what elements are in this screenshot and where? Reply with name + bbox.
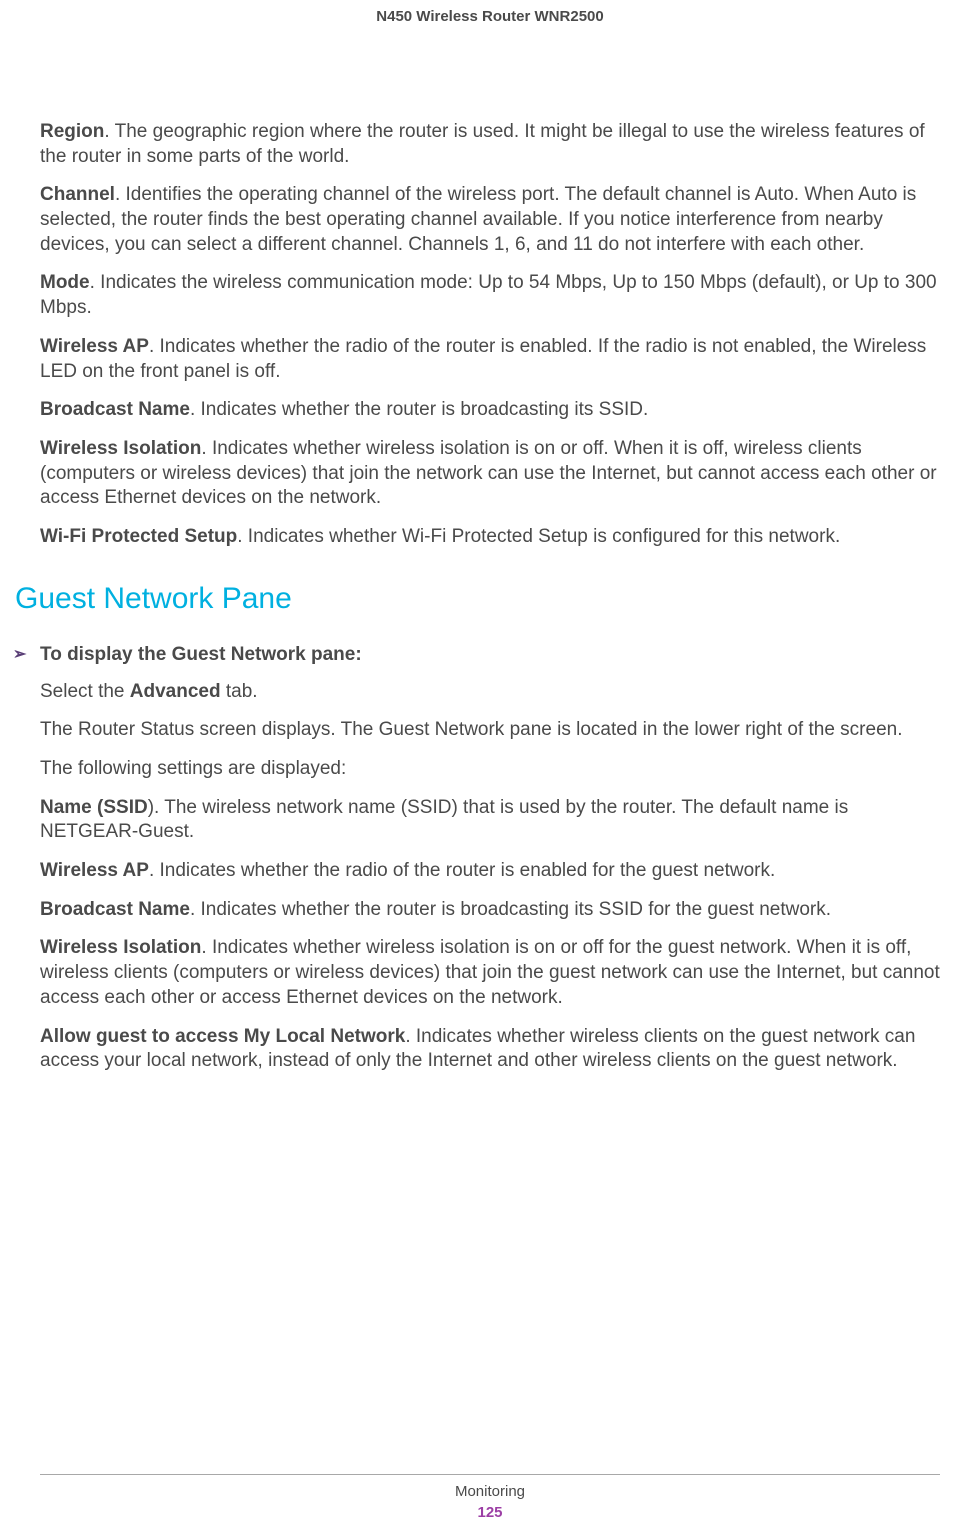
intro-select-advanced: Select the Advanced tab. bbox=[40, 680, 940, 705]
section-heading-guest-network: Guest Network Pane bbox=[15, 582, 940, 616]
procedure-header: ➢ To display the Guest Network pane: bbox=[40, 644, 940, 666]
entry-term: Broadcast Name bbox=[40, 399, 190, 420]
entry-wireless-ap: Wireless AP. Indicates whether the radio… bbox=[40, 335, 940, 384]
footer-divider bbox=[40, 1474, 940, 1475]
procedure-arrow-icon: ➢ bbox=[13, 644, 26, 664]
entry-desc: . Indicates whether the radio of the rou… bbox=[149, 860, 775, 881]
entry-guest-wireless-ap: Wireless AP. Indicates whether the radio… bbox=[40, 859, 940, 884]
entry-term: Allow guest to access My Local Network bbox=[40, 1026, 405, 1047]
intro-suffix: tab. bbox=[221, 681, 258, 702]
intro-prefix: Select the bbox=[40, 681, 130, 702]
entry-term: Wi-Fi Protected Setup bbox=[40, 526, 237, 547]
footer-page-number: 125 bbox=[0, 1504, 980, 1521]
entry-term: Region bbox=[40, 121, 104, 142]
entry-allow-guest-local: Allow guest to access My Local Network. … bbox=[40, 1025, 940, 1074]
entry-term: Wireless Isolation bbox=[40, 937, 201, 958]
wireless-settings-list: Region. The geographic region where the … bbox=[40, 120, 940, 550]
entry-desc: . Indicates the wireless communication m… bbox=[40, 272, 937, 318]
intro-following-settings: The following settings are displayed: bbox=[40, 757, 940, 782]
page-content: Region. The geographic region where the … bbox=[0, 25, 980, 1074]
entry-guest-wireless-isolation: Wireless Isolation. Indicates whether wi… bbox=[40, 936, 940, 1010]
entry-desc: ). The wireless network name (SSID) that… bbox=[40, 797, 848, 843]
entry-term: Name (SSID bbox=[40, 797, 148, 818]
entry-desc: . Indicates whether the radio of the rou… bbox=[40, 336, 926, 382]
header-title: N450 Wireless Router WNR2500 bbox=[376, 8, 603, 25]
entry-term: Wireless AP bbox=[40, 336, 149, 357]
procedure-label: To display the Guest Network pane: bbox=[40, 644, 362, 665]
intro-bold: Advanced bbox=[130, 681, 221, 702]
entry-region: Region. The geographic region where the … bbox=[40, 120, 940, 169]
footer-chapter: Monitoring bbox=[0, 1483, 980, 1500]
entry-term: Channel bbox=[40, 184, 115, 205]
entry-term: Broadcast Name bbox=[40, 899, 190, 920]
entry-term: Mode bbox=[40, 272, 90, 293]
entry-wireless-isolation: Wireless Isolation. Indicates whether wi… bbox=[40, 437, 940, 511]
entry-term: Wireless AP bbox=[40, 860, 149, 881]
entry-channel: Channel. Identifies the operating channe… bbox=[40, 183, 940, 257]
entry-wifi-protected-setup: Wi-Fi Protected Setup. Indicates whether… bbox=[40, 525, 940, 550]
entry-mode: Mode. Indicates the wireless communicati… bbox=[40, 271, 940, 320]
intro-router-status: The Router Status screen displays. The G… bbox=[40, 718, 940, 743]
entry-desc: . Indicates whether Wi-Fi Protected Setu… bbox=[237, 526, 840, 547]
entry-desc: . Indicates whether the router is broadc… bbox=[190, 899, 831, 920]
entry-desc: . Indicates whether the router is broadc… bbox=[190, 399, 648, 420]
entry-desc: . The geographic region where the router… bbox=[40, 121, 925, 167]
entry-desc: . Identifies the operating channel of th… bbox=[40, 184, 916, 254]
page-header: N450 Wireless Router WNR2500 bbox=[0, 0, 980, 25]
page-footer: Monitoring 125 bbox=[0, 1474, 980, 1521]
entry-name-ssid: Name (SSID). The wireless network name (… bbox=[40, 796, 940, 845]
entry-broadcast-name: Broadcast Name. Indicates whether the ro… bbox=[40, 398, 940, 423]
entry-guest-broadcast-name: Broadcast Name. Indicates whether the ro… bbox=[40, 898, 940, 923]
entry-term: Wireless Isolation bbox=[40, 438, 201, 459]
guest-network-settings-list: Name (SSID). The wireless network name (… bbox=[40, 796, 940, 1074]
